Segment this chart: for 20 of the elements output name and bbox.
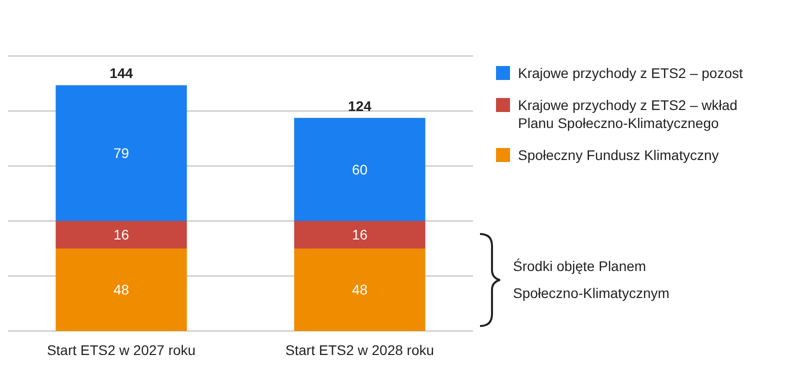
- legend-label: Krajowe przychody z ETS2 – pozost: [518, 65, 743, 81]
- bar: [56, 85, 187, 221]
- legend-label: Krajowe przychody z ETS2 – wkład Planu Społeczno-Klimatycznego: [518, 97, 738, 131]
- total-label: 144: [110, 65, 134, 82]
- data-label: 16: [352, 226, 368, 243]
- x-tick-label: Start ETS2 w 2028 roku: [285, 342, 434, 358]
- data-label: 60: [352, 161, 368, 178]
- text: Środki objęte Planem Społeczno-Klimatycznym: [513, 258, 670, 301]
- bar: [294, 118, 426, 221]
- x-tick-label: Start ETS2 w 2027 roku: [46, 342, 196, 358]
- data-label: 48: [352, 282, 368, 298]
- total-label: 124: [348, 98, 372, 114]
- bar: [56, 221, 187, 248]
- data-label: 48: [113, 282, 130, 298]
- bar: [56, 248, 187, 331]
- data-label: 16: [113, 226, 130, 243]
- legend-label: Społeczny Fundusz Klimatyczny: [518, 147, 719, 163]
- bar: [294, 221, 426, 248]
- bar: [294, 248, 426, 331]
- data-label: 79: [113, 145, 130, 162]
